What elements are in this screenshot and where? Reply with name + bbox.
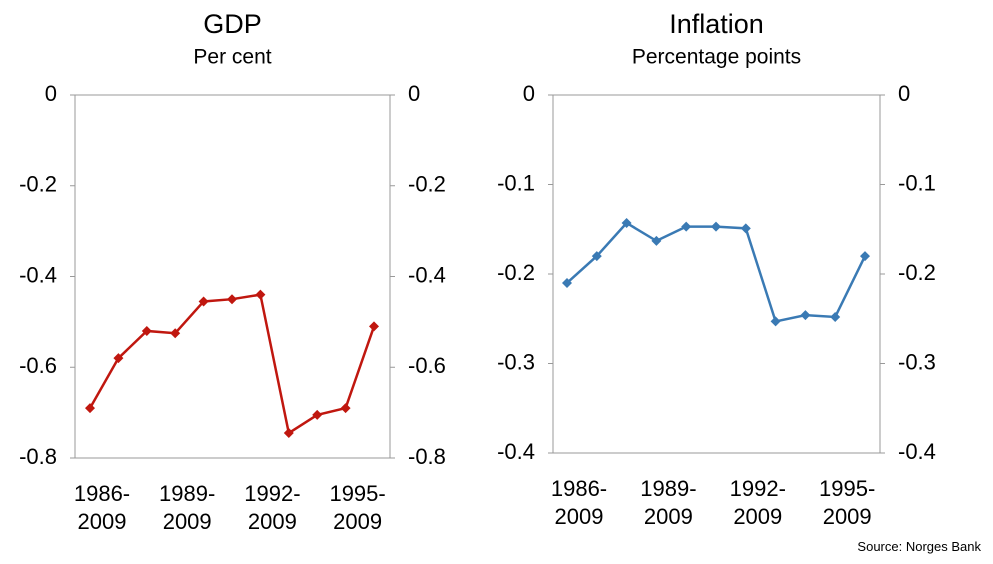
point-marker (312, 409, 323, 420)
y-tick-label: -0.4 (19, 262, 57, 287)
y-tick-label: -0.8 (19, 444, 57, 469)
y2-tick-label: -0.6 (408, 353, 446, 378)
y-tick-label: -0.3 (497, 349, 535, 374)
point-marker (255, 289, 266, 300)
y-tick-label: -0.4 (497, 439, 535, 464)
x-tick-label: 1992- 2009 (729, 476, 786, 529)
point-marker (651, 235, 662, 246)
x-tick-label: 1989- 2009 (640, 476, 697, 529)
point-marker (800, 310, 811, 321)
point-marker (340, 403, 351, 414)
point-marker (711, 221, 721, 232)
series-line (566, 221, 867, 323)
point-marker (113, 353, 124, 364)
y2-tick-label: -0.3 (898, 349, 936, 374)
x-tick-label: 1992- 2009 (244, 481, 301, 534)
point-marker (562, 277, 572, 288)
y2-tick-label: -0.2 (408, 172, 446, 197)
point-marker (198, 296, 209, 307)
x-tick-label: 1995- 2009 (819, 476, 876, 529)
y-tick-label: -0.2 (497, 260, 535, 285)
y2-tick-label: -0.1 (898, 170, 936, 195)
y2-tick-label: -0.4 (408, 262, 446, 287)
series-line (88, 293, 376, 436)
plot-frame (552, 94, 881, 454)
point-marker (860, 251, 870, 262)
point-marker (369, 321, 379, 332)
y2-tick-label: 0 (898, 81, 910, 106)
point-marker (85, 403, 95, 414)
point-marker (170, 328, 181, 339)
y2-tick-label: -0.4 (898, 439, 936, 464)
chart-subtitle: Per cent (193, 46, 271, 69)
x-tick-label: 1995- 2009 (329, 481, 386, 534)
y2-tick-label: 0 (408, 81, 420, 106)
point-marker (681, 221, 692, 232)
source: Source: Norges Bank (857, 539, 981, 554)
point-marker (283, 428, 294, 439)
point-marker (740, 223, 751, 234)
x-tick-label: 1989- 2009 (159, 481, 216, 534)
chart-subtitle: Percentage points (632, 46, 801, 69)
point-marker (227, 294, 237, 305)
y-tick-label: -0.1 (497, 170, 535, 195)
x-tick-label: 1986- 2009 (73, 481, 131, 534)
point-marker (770, 316, 781, 327)
point-marker (830, 311, 841, 322)
y-tick-label: -0.6 (19, 353, 57, 378)
chart-title: GDP (203, 9, 262, 39)
point-marker (621, 217, 632, 228)
chart-title: Inflation (669, 9, 764, 39)
y-tick-label: 0 (45, 81, 57, 106)
point-marker (141, 325, 152, 336)
y2-tick-label: -0.8 (408, 444, 446, 469)
y-tick-label: 0 (523, 81, 535, 106)
y-tick-label: -0.2 (19, 172, 57, 197)
plot-frame (74, 94, 391, 459)
point-marker (591, 251, 602, 262)
x-tick-label: 1986- 2009 (550, 476, 608, 529)
y2-tick-label: -0.2 (898, 260, 936, 285)
